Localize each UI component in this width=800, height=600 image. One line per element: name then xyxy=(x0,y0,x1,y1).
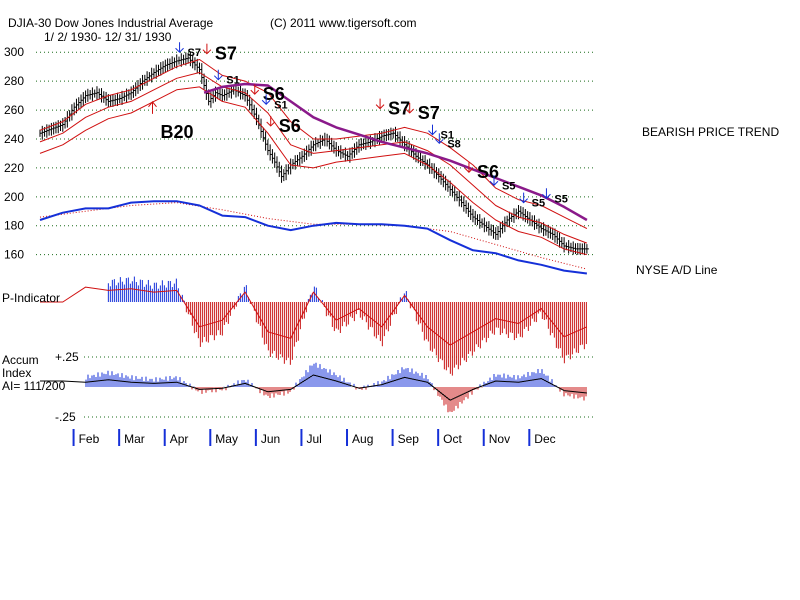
sell-arrow-head xyxy=(213,75,223,81)
accum-average-line xyxy=(40,374,587,401)
price-tick-label: 200 xyxy=(4,190,24,204)
month-label: Dec xyxy=(534,432,555,446)
ad-line-label: NYSE A/D Line xyxy=(636,263,718,277)
sell-arrow-head xyxy=(464,167,474,173)
month-label: May xyxy=(215,432,238,446)
month-label: Nov xyxy=(489,432,510,446)
sell-signal-label: S1 xyxy=(440,130,453,142)
sell-signal-label: S5 xyxy=(554,193,567,205)
month-label: Jul xyxy=(306,432,321,446)
price-tick-label: 180 xyxy=(4,219,24,233)
accum-gridlines xyxy=(84,356,596,418)
month-label: Oct xyxy=(443,432,462,446)
sell-signal-label: S5 xyxy=(502,180,515,192)
sell-arrow-head xyxy=(261,99,271,105)
price-tick-label: 260 xyxy=(4,103,24,117)
accum-label: Accum xyxy=(2,353,39,367)
sell-signal-label: S6 xyxy=(279,116,301,136)
copyright: (C) 2011 www.tigersoft.com xyxy=(270,16,417,30)
buy-arrow-head xyxy=(148,101,157,108)
p-indicator-average-line xyxy=(40,286,588,346)
sell-signal-label: S6 xyxy=(263,84,285,104)
date-range: 1/ 2/ 1930- 12/ 31/ 1930 xyxy=(44,30,172,44)
sell-signal-label: S7 xyxy=(388,99,410,119)
sell-signal-label: S6 xyxy=(477,162,499,182)
sell-arrow-head xyxy=(175,47,184,53)
sell-arrow-head xyxy=(434,138,444,145)
sell-arrow-head xyxy=(266,121,276,127)
sell-arrow-head xyxy=(489,180,499,186)
sell-signal-label: S8 xyxy=(447,138,460,150)
accum-tick-plus: +.25 xyxy=(55,350,79,364)
price-tick-label: 240 xyxy=(4,132,24,146)
p-indicator-label: P-Indicator xyxy=(2,291,60,305)
month-label: Mar xyxy=(124,432,145,446)
sell-signal-label: S5 xyxy=(532,198,545,210)
ad-line-moving-average xyxy=(39,202,588,270)
accum-tick-minus: -.25 xyxy=(55,410,76,424)
ai-label: AI= 111/200 xyxy=(2,379,66,393)
price-tick-label: 160 xyxy=(4,248,24,262)
lower-band-line xyxy=(39,86,588,256)
index-label: Index xyxy=(2,366,31,380)
month-label: Aug xyxy=(352,432,373,446)
sell-arrow-head xyxy=(375,104,385,110)
sell-arrow-head xyxy=(202,49,212,55)
sell-arrow-head xyxy=(542,193,551,199)
sell-arrow-head xyxy=(405,108,415,114)
sell-signal-label: S7 xyxy=(215,44,237,64)
sell-arrow-head xyxy=(428,130,437,136)
price-axis: 300 280 260 240 220 200 180 160 xyxy=(4,45,24,261)
month-label: Feb xyxy=(79,432,100,446)
sell-arrow-head xyxy=(250,89,260,95)
price-tick-label: 300 xyxy=(4,45,24,59)
sell-signal-label: S1 xyxy=(274,99,287,111)
price-tick-label: 220 xyxy=(4,161,24,175)
upper-band-line xyxy=(39,59,588,230)
sell-signal-label: S7 xyxy=(188,47,201,59)
sell-arrow-head xyxy=(519,198,528,204)
month-axis: Feb Mar Apr May Jun Jul Aug Sep Oct Nov Dec xyxy=(72,429,556,446)
p-indicator-histogram xyxy=(40,276,588,376)
trend-label: BEARISH PRICE TREND xyxy=(642,125,779,139)
sell-signal-label: S1 xyxy=(226,75,239,87)
month-label: Sep xyxy=(398,432,420,446)
month-label: Apr xyxy=(170,432,189,446)
resistance-trend-line xyxy=(203,82,588,222)
price-lines xyxy=(39,59,588,275)
buy-signal-label: B20 xyxy=(160,122,193,142)
moving-average-line xyxy=(39,72,588,244)
accum-index-histogram xyxy=(40,362,587,413)
price-tick-label: 280 xyxy=(4,74,24,88)
month-label: Jun xyxy=(261,432,280,446)
ad-line xyxy=(39,200,588,275)
chart-title: DJIA-30 Dow Jones Industrial Average xyxy=(8,16,214,30)
sell-signal-label: S7 xyxy=(418,103,440,123)
